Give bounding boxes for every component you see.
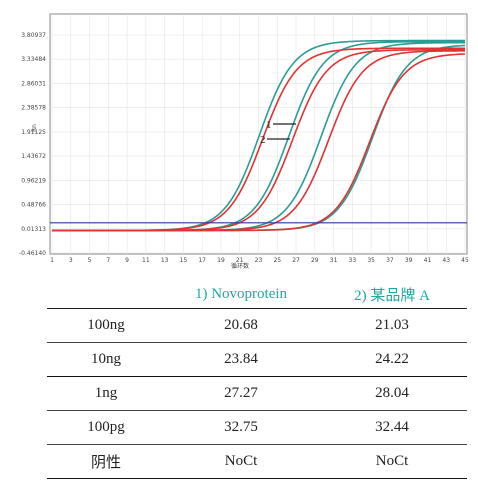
ct-cell: 23.84 (165, 342, 317, 377)
annotation-1: 1 (266, 119, 296, 131)
table-header-sample (47, 280, 165, 309)
ct-results-table: 1) Novoprotein 2) 某品牌 A 100ng 20.68 21.0… (47, 280, 467, 479)
sample-cell: 1ng (47, 376, 165, 411)
ct-cell: 24.22 (317, 342, 467, 377)
x-tick-label: 41 (424, 257, 432, 264)
x-tick-label: 35 (367, 257, 375, 264)
y-axis-label: Rn (31, 124, 38, 132)
sample-cell: 100pg (47, 410, 165, 445)
ct-cell: 21.03 (317, 308, 467, 343)
table-row: 10ng 23.84 24.22 (47, 342, 467, 377)
table-row: 阴性 NoCt NoCt (47, 444, 467, 479)
ct-cell: 20.68 (165, 308, 317, 343)
x-tick-label: 13 (161, 257, 169, 264)
x-tick-label: 45 (461, 257, 469, 264)
y-tick-label: 1.43672 (21, 153, 46, 160)
x-tick-label: 39 (405, 257, 413, 264)
y-tick-label: 2.86031 (21, 80, 46, 87)
sample-cell: 100ng (47, 308, 165, 343)
x-tick-label: 43 (442, 257, 450, 264)
sample-cell: 阴性 (47, 444, 165, 479)
x-tick-label: 19 (217, 257, 225, 264)
y-tick-label: 3.33484 (21, 56, 46, 63)
x-tick-label: 11 (142, 257, 150, 264)
table-row: 100ng 20.68 21.03 (47, 308, 467, 343)
x-tick-label: 3 (69, 257, 73, 264)
x-axis-label: 循环数 (231, 262, 249, 270)
ct-cell: 32.75 (165, 410, 317, 445)
y-tick-label: 1.91125 (21, 129, 46, 136)
x-tick-label: 23 (255, 257, 263, 264)
x-tick-label: 37 (386, 257, 394, 264)
y-tick-label: 0.48766 (21, 202, 46, 209)
y-tick-label: 0.96219 (21, 177, 46, 184)
x-tick-label: 29 (311, 257, 319, 264)
ct-cell: NoCt (317, 444, 467, 479)
y-tick-label: 3.80937 (21, 32, 46, 39)
x-tick-label: 1 (50, 257, 54, 264)
ct-cell: 27.27 (165, 376, 317, 411)
y-tick-label: -0.46140 (19, 250, 46, 257)
x-tick-label: 7 (106, 257, 110, 264)
x-tick-label: 33 (349, 257, 357, 264)
table-header-novoprotein: 1) Novoprotein (165, 280, 317, 309)
x-tick-label: 9 (125, 257, 129, 264)
annotation-2: 2 (260, 134, 290, 146)
amplification-curves (52, 39, 466, 232)
x-tick-label: 21 (236, 257, 244, 264)
y-axis-ticks: 3.80937 3.33484 2.86031 2.38578 1.91125 1.436… (19, 32, 46, 257)
ct-cell: NoCt (165, 444, 317, 479)
x-tick-label: 27 (292, 257, 300, 264)
table-row: 100pg 32.75 32.44 (47, 410, 467, 445)
x-tick-label: 31 (330, 257, 338, 264)
curve-brand-a (52, 53, 466, 232)
table-header-row: 1) Novoprotein 2) 某品牌 A (47, 280, 467, 309)
annotation-label-2: 2 (260, 134, 266, 146)
amplification-plot: 3.80937 3.33484 2.86031 2.38578 1.91125 1.436… (19, 13, 469, 270)
y-tick-label: 2.38578 (21, 105, 46, 112)
x-tick-label: 5 (88, 257, 92, 264)
sample-cell: 10ng (47, 342, 165, 377)
ct-cell: 32.44 (317, 410, 467, 445)
ct-cell: 28.04 (317, 376, 467, 411)
plot-grid (50, 14, 467, 254)
table-header-brand-a: 2) 某品牌 A (317, 280, 467, 309)
x-tick-label: 17 (198, 257, 206, 264)
y-tick-label: 0.01313 (21, 226, 46, 233)
x-tick-label: 25 (273, 257, 281, 264)
x-tick-label: 15 (180, 257, 188, 264)
annotation-label-1: 1 (266, 119, 272, 131)
x-axis-ticks: 1 3 5 7 9 11 13 15 17 19 21 23 25 27 29 31 33 35 37 39 41 43 4… (50, 257, 469, 264)
table-row: 1ng 27.27 28.04 (47, 376, 467, 411)
